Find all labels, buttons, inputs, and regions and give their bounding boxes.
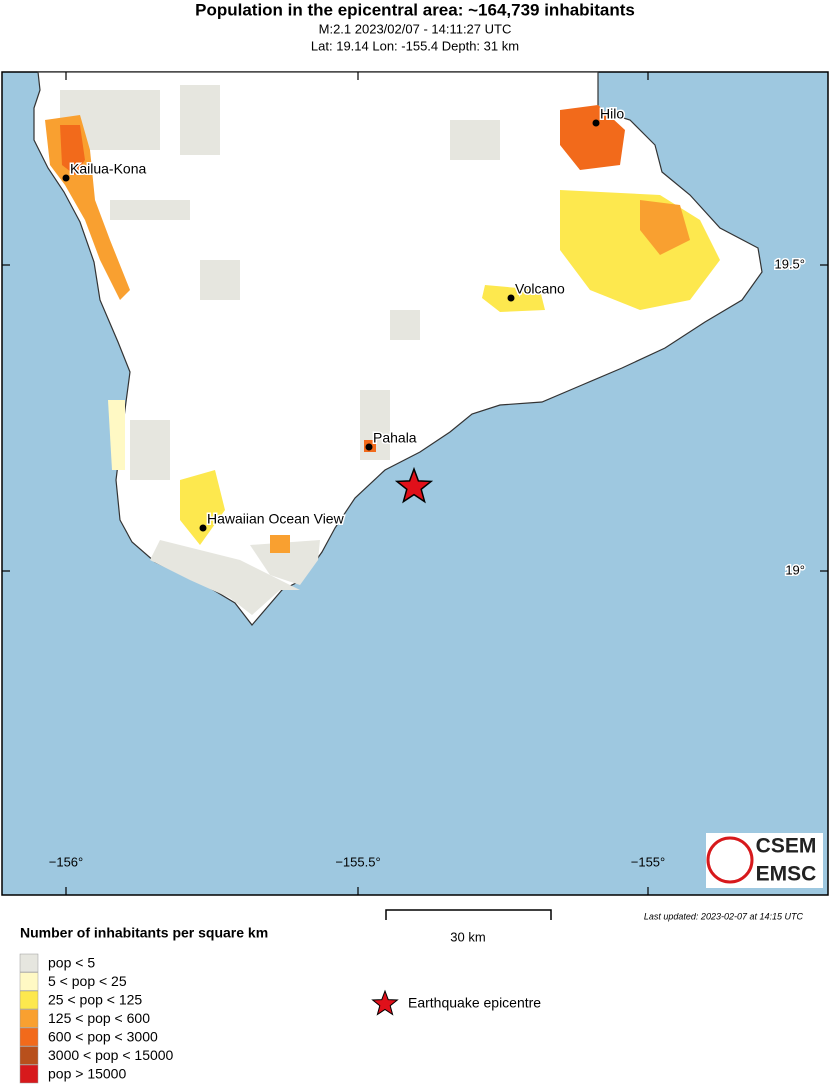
event-info: M:2.1 2023/02/07 - 14:11:27 UTC: [319, 21, 512, 36]
place-label: Hawaiian Ocean View: [207, 511, 345, 527]
legend-swatch: [19, 990, 39, 1010]
legend-swatch: [19, 1064, 39, 1084]
legend-label: 600 < pop < 3000: [48, 1029, 158, 1045]
legend-swatch: [19, 1046, 39, 1065]
scale-bar: [385, 909, 552, 920]
event-location: Lat: 19.14 Lon: -155.4 Depth: 31 km: [311, 38, 519, 53]
place-dot: [199, 524, 207, 532]
places: Hilo Kailua-Kona Volcano Pahala Hawaiian Oce…: [62, 104, 626, 532]
legend-label: pop > 15000: [48, 1066, 126, 1082]
legend-swatch: [19, 972, 39, 991]
last-updated: Last updated: 2023-02-07 at 14:15 UTC: [644, 911, 804, 921]
legend-star: [371, 989, 399, 1016]
legend-swatch: [19, 1009, 39, 1028]
lon-label: −155.5°: [335, 854, 380, 869]
legend: pop < 5 5 < pop < 25 25 < pop < 125 125 < p…: [19, 953, 174, 1084]
legend-label: 3000 < pop < 15000: [48, 1047, 174, 1063]
legend-swatch: [19, 953, 39, 973]
lat-label: 19°: [785, 562, 805, 577]
place-label: Hilo: [600, 106, 624, 122]
place-dot: [365, 443, 373, 451]
place-dot: [507, 294, 515, 302]
place-dot: [592, 119, 600, 127]
legend-label: 125 < pop < 600: [48, 1010, 150, 1026]
legend-label: 25 < pop < 125: [48, 992, 142, 1008]
axis-labels: −156° −155.5° −155° 19.5° 19°: [49, 255, 807, 870]
legend-label: 5 < pop < 25: [48, 973, 127, 989]
sparse-areas: [60, 85, 500, 615]
logo-globe: [706, 836, 754, 884]
scale-label: 30 km: [450, 929, 485, 944]
title: Population in the epicentral area: ~164,…: [195, 0, 635, 19]
epicentre-star: [394, 466, 434, 504]
legend-label: pop < 5: [48, 955, 95, 971]
place-dot: [62, 174, 70, 182]
legend-epicentre: Earthquake epicentre: [408, 995, 541, 1011]
legend-swatch: [19, 1027, 39, 1047]
logo-text: CSEM: [756, 835, 817, 858]
lon-label: −155°: [631, 854, 665, 869]
place-label: Kailua-Kona: [70, 161, 146, 177]
place-label: Volcano: [515, 281, 565, 297]
logo-text: EMSC: [756, 863, 817, 886]
lat-label: 19.5°: [774, 256, 805, 271]
place-label: Pahala: [373, 430, 417, 446]
lat-lon-ticks: [2, 72, 828, 895]
populated-areas: [45, 105, 720, 553]
lon-label: −156°: [49, 854, 83, 869]
legend-title: Number of inhabitants per square km: [20, 925, 268, 941]
